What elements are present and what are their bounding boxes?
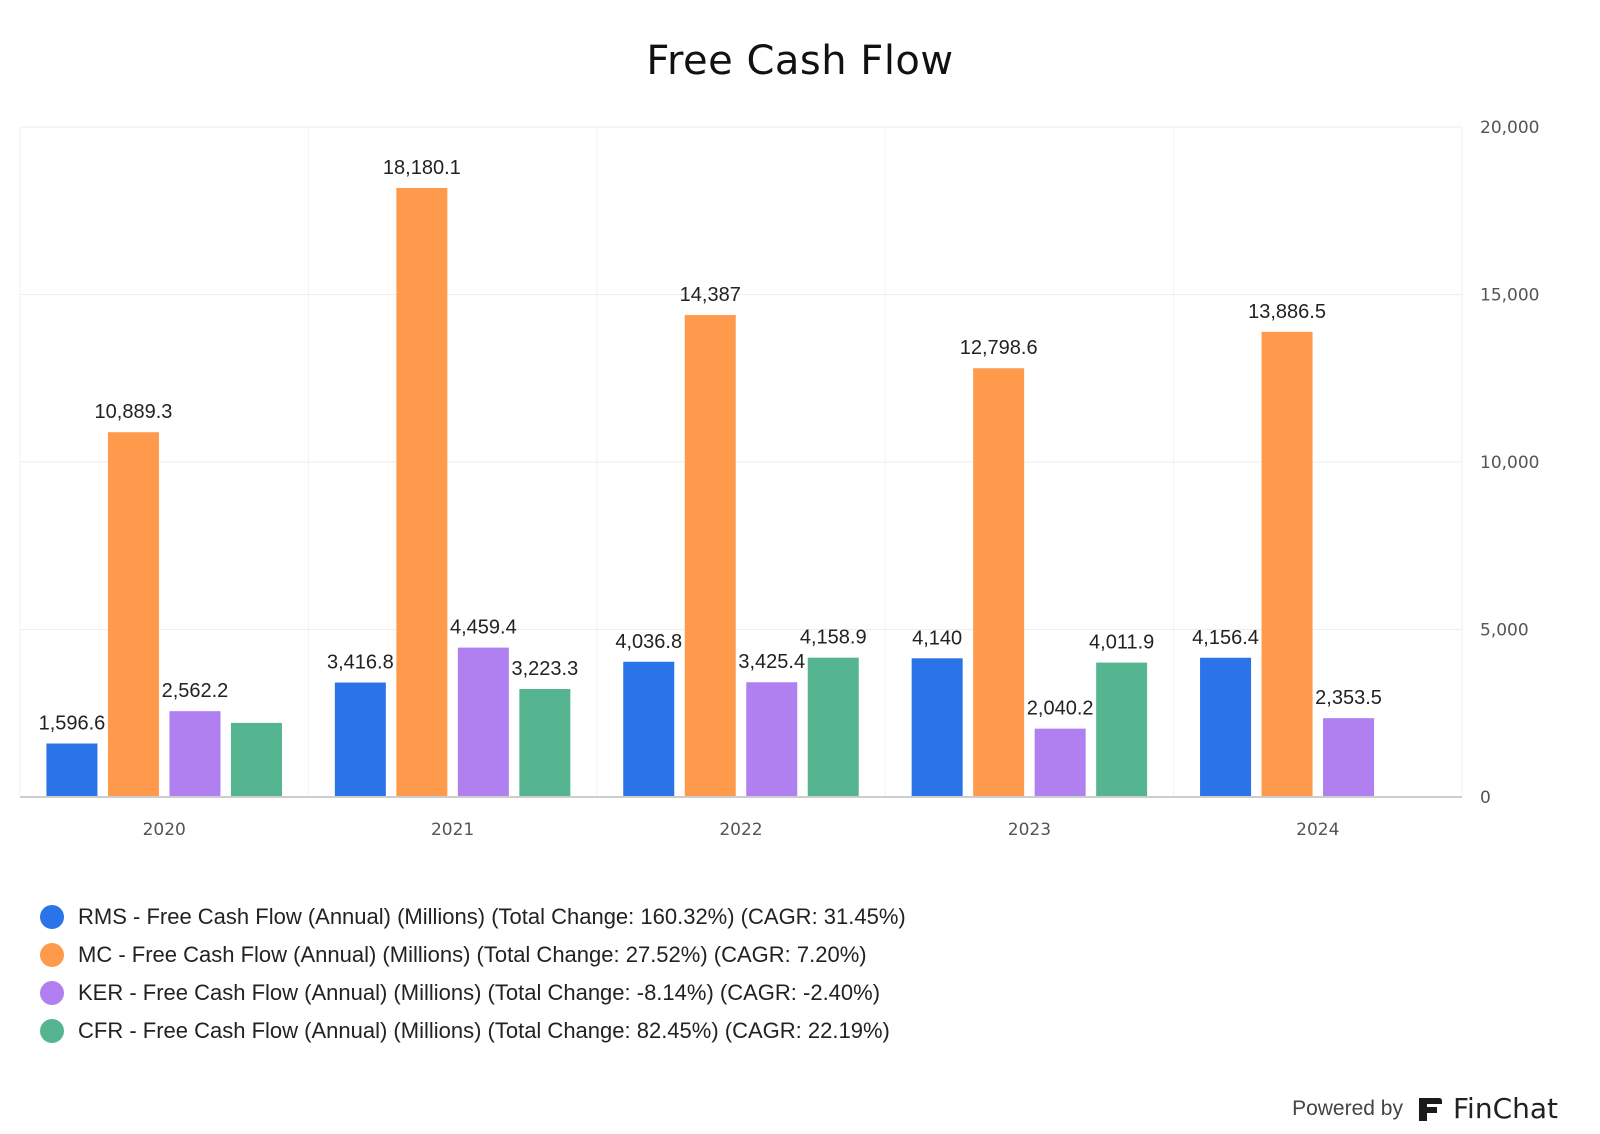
legend-label: KER - Free Cash Flow (Annual) (Millions)… xyxy=(78,980,881,1005)
x-tick-label: 2022 xyxy=(719,820,762,840)
x-tick-label: 2021 xyxy=(431,820,474,840)
legend-swatch xyxy=(40,943,64,967)
bar xyxy=(1200,657,1252,797)
bar xyxy=(1034,728,1086,797)
bar xyxy=(169,711,221,797)
bar xyxy=(1096,662,1148,797)
finchat-logo-icon xyxy=(1418,1097,1442,1121)
legend-label: RMS - Free Cash Flow (Annual) (Millions)… xyxy=(78,904,906,929)
data-label: 13,886.5 xyxy=(1248,301,1326,323)
legend-label: MC - Free Cash Flow (Annual) (Millions) … xyxy=(78,942,867,967)
data-label: 4,158.9 xyxy=(800,627,867,649)
data-label: 3,223.3 xyxy=(511,658,578,680)
bar xyxy=(1323,718,1375,797)
bar xyxy=(911,658,963,797)
data-label: 18,180.1 xyxy=(383,157,461,179)
data-label: 4,140 xyxy=(912,627,962,649)
bar xyxy=(230,722,282,797)
data-label: 4,011.9 xyxy=(1089,632,1154,654)
brand-name: FinChat xyxy=(1452,1092,1558,1125)
bar xyxy=(684,315,736,797)
gridlines xyxy=(19,126,1463,797)
powered-by-text: Powered by xyxy=(1292,1096,1403,1120)
y-tick-label: 10,000 xyxy=(1480,453,1539,473)
bar xyxy=(107,432,159,797)
legend-item[interactable]: KER - Free Cash Flow (Annual) (Millions)… xyxy=(40,974,906,1012)
x-tick-label: 2020 xyxy=(143,820,186,840)
legend-swatch xyxy=(40,905,64,929)
bars xyxy=(46,187,1375,797)
x-tick-label: 2024 xyxy=(1296,820,1339,840)
bar xyxy=(396,187,448,797)
legend-item[interactable]: CFR - Free Cash Flow (Annual) (Millions)… xyxy=(40,1012,906,1050)
data-label: 3,425.4 xyxy=(738,651,805,673)
bar xyxy=(519,689,571,797)
bar xyxy=(623,661,675,797)
y-tick-label: 0 xyxy=(1480,788,1491,808)
legend-item[interactable]: RMS - Free Cash Flow (Annual) (Millions)… xyxy=(40,898,906,936)
data-label: 4,156.4 xyxy=(1192,627,1259,649)
data-label: 1,596.6 xyxy=(39,713,106,735)
bar xyxy=(334,682,386,797)
legend-item[interactable]: MC - Free Cash Flow (Annual) (Millions) … xyxy=(40,936,906,974)
branding: Powered by FinChat xyxy=(1292,1092,1558,1125)
data-label: 2,562.2 xyxy=(162,680,229,702)
data-label: 4,459.4 xyxy=(450,617,517,639)
data-label: 14,387 xyxy=(680,284,741,306)
bar xyxy=(1261,331,1313,797)
data-labels: 1,596.6 10,889.3 2,562.2 3,416.8 18,180.1 4,4… xyxy=(39,157,1382,735)
y-tick-label: 15,000 xyxy=(1480,286,1539,306)
data-label: 2,040.2 xyxy=(1027,698,1094,720)
data-label: 4,036.8 xyxy=(615,631,682,653)
bar-chart: 1,596.6 10,889.3 2,562.2 3,416.8 18,180.1 4,4… xyxy=(19,118,1539,840)
bar xyxy=(973,368,1025,797)
legend-swatch xyxy=(40,981,64,1005)
axes: 0 5,000 10,000 15,000 20,000 2020 2021 2022 2023… xyxy=(20,118,1539,840)
chart-title: Free Cash Flow xyxy=(646,38,954,84)
bar xyxy=(807,657,859,797)
data-label: 2,353.5 xyxy=(1315,687,1382,709)
y-tick-label: 5,000 xyxy=(1480,621,1529,641)
bar xyxy=(46,743,98,797)
y-tick-label: 20,000 xyxy=(1480,118,1539,138)
bar xyxy=(457,647,509,797)
legend-swatch xyxy=(40,1019,64,1043)
legend-label: CFR - Free Cash Flow (Annual) (Millions)… xyxy=(78,1018,890,1043)
bar xyxy=(746,682,798,797)
data-label: 3,416.8 xyxy=(327,652,394,674)
data-label: 12,798.6 xyxy=(960,337,1038,359)
x-tick-label: 2023 xyxy=(1008,820,1051,840)
legend: RMS - Free Cash Flow (Annual) (Millions)… xyxy=(40,898,906,1050)
data-label: 10,889.3 xyxy=(95,401,173,423)
